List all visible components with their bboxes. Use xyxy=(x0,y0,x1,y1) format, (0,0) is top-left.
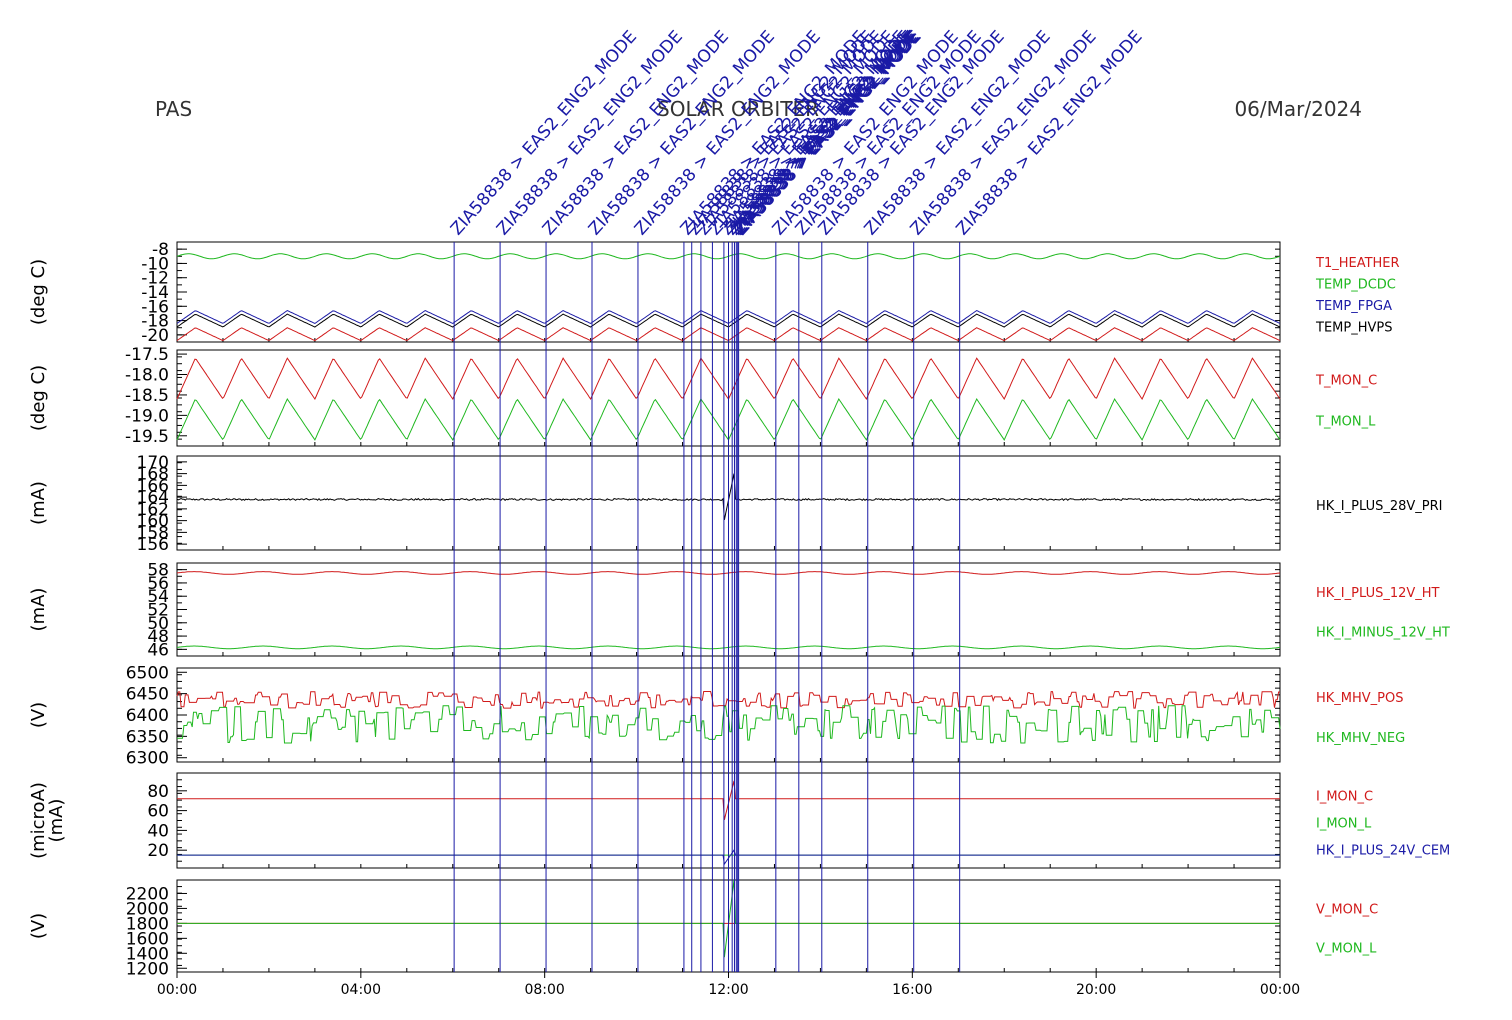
y-axis-label: (V) xyxy=(28,913,49,939)
y-tick-label: 60 xyxy=(147,802,169,822)
x-tick-label: 20:00 xyxy=(1076,982,1116,998)
y-tick-label: -18.0 xyxy=(125,366,169,386)
y-axis-label: (deg C) xyxy=(28,365,49,431)
y-tick-label: 56 xyxy=(147,574,169,594)
x-tick-label: 00:00 xyxy=(157,982,197,998)
legend-temp-hvps: TEMP_HVPS xyxy=(1315,320,1392,335)
y-tick-label: -8 xyxy=(152,240,169,260)
instrument-label: PAS xyxy=(155,97,192,121)
legend-hk-i-plus-12v-ht: HK_I_PLUS_12V_HT xyxy=(1316,586,1440,601)
y-tick-label: 6300 xyxy=(126,749,169,769)
y-tick-label: -12 xyxy=(141,269,169,289)
legend-t1-heather: T1_HEATHER xyxy=(1315,256,1400,271)
y-tick-label: 1600 xyxy=(126,929,169,949)
y-tick-label: -16 xyxy=(141,297,169,317)
legend-temp-fpga: TEMP_FPGA xyxy=(1315,299,1392,314)
y-tick-label: 50 xyxy=(147,614,169,634)
legend-hk-i-plus-28v-pri: HK_I_PLUS_28V_PRI xyxy=(1316,499,1442,514)
legend-i-mon-l: I_MON_L xyxy=(1316,817,1372,832)
y-axis-label: (microA) xyxy=(28,782,49,859)
y-tick-label: 80 xyxy=(147,782,169,802)
legend-t-mon-l: T_MON_L xyxy=(1315,415,1376,430)
y-tick-label: 1400 xyxy=(126,944,169,964)
y-tick-label: -10 xyxy=(141,254,169,274)
x-tick-label: 00:00 xyxy=(1260,982,1300,998)
y-tick-label: -20 xyxy=(141,326,169,346)
y-tick-label: 6350 xyxy=(126,727,169,747)
y-tick-label: 158 xyxy=(137,523,169,543)
y-tick-label: 1200 xyxy=(126,959,169,979)
y-tick-label: 168 xyxy=(137,465,169,485)
mission-title: SOLAR ORBITER xyxy=(657,97,819,121)
legend-v-mon-l: V_MON_L xyxy=(1316,942,1377,957)
y-axis-label-secondary: (mA) xyxy=(46,799,67,843)
y-tick-label: 2200 xyxy=(126,884,169,904)
panels-group: -8-10-12-14-16-18-20 (deg C) T1_HEATHER TEM… xyxy=(28,240,1450,979)
y-tick-label: -14 xyxy=(141,283,169,303)
y-tick-label: 52 xyxy=(147,601,169,621)
y-tick-label: 1800 xyxy=(126,914,169,934)
legend-hk-mhv-pos: HK_MHV_POS xyxy=(1316,691,1404,706)
x-tick-label: 04:00 xyxy=(341,982,381,998)
panel-1: -17.5-18.0-18.5-19.0-19.5 (deg C) T_MON_C T… xyxy=(28,345,1377,447)
y-tick-label: 164 xyxy=(137,488,169,508)
y-tick-label: 160 xyxy=(137,512,169,532)
y-tick-label: 46 xyxy=(147,640,169,660)
panel-0: -8-10-12-14-16-18-20 (deg C) T1_HEATHER TEM… xyxy=(28,240,1400,346)
legend-hk-i-minus-12v-ht: HK_I_MINUS_12V_HT xyxy=(1316,625,1450,640)
y-axis-label: (mA) xyxy=(28,588,49,632)
x-tick-label: 08:00 xyxy=(524,982,564,998)
date-label: 06/Mar/2024 xyxy=(1234,97,1362,121)
legend-i-mon-c: I_MON_C xyxy=(1316,790,1373,805)
y-tick-label: 2000 xyxy=(126,899,169,919)
y-tick-label: 6500 xyxy=(126,663,169,683)
y-tick-label: 20 xyxy=(147,841,169,861)
legend-hk-i-plus-24v-cem: HK_I_PLUS_24V_CEM xyxy=(1316,844,1450,859)
legend-temp-dcdc: TEMP_DCDC xyxy=(1315,277,1396,292)
y-tick-label: 54 xyxy=(147,587,169,607)
y-tick-label: 166 xyxy=(137,476,169,496)
y-tick-label: -19.0 xyxy=(125,406,169,426)
y-tick-label: 156 xyxy=(137,535,169,555)
y-tick-label: 48 xyxy=(147,627,169,647)
y-tick-label: 6400 xyxy=(126,706,169,726)
y-tick-label: 162 xyxy=(137,500,169,520)
y-tick-label: -19.5 xyxy=(125,427,169,447)
y-tick-label: -17.5 xyxy=(125,345,169,365)
y-tick-label: -18 xyxy=(141,312,169,332)
legend-v-mon-c: V_MON_C xyxy=(1316,903,1378,918)
x-tick-label: 16:00 xyxy=(892,982,932,998)
y-tick-label: 40 xyxy=(147,821,169,841)
y-tick-label: 170 xyxy=(137,453,169,473)
time-axis: 00:00 04:00 08:00 12:00 16:00 20:00 00:00 xyxy=(157,972,1300,998)
legend-hk-mhv-neg: HK_MHV_NEG xyxy=(1316,731,1405,746)
y-axis-label: (mA) xyxy=(28,481,49,525)
y-axis-label: (V) xyxy=(28,702,49,728)
x-tick-label: 12:00 xyxy=(708,982,748,998)
legend-t-mon-c: T_MON_C xyxy=(1315,374,1377,389)
y-tick-label: 6450 xyxy=(126,685,169,705)
y-axis-label: (deg C) xyxy=(28,259,49,325)
y-tick-label: -18.5 xyxy=(125,386,169,406)
y-tick-label: 58 xyxy=(147,561,169,581)
